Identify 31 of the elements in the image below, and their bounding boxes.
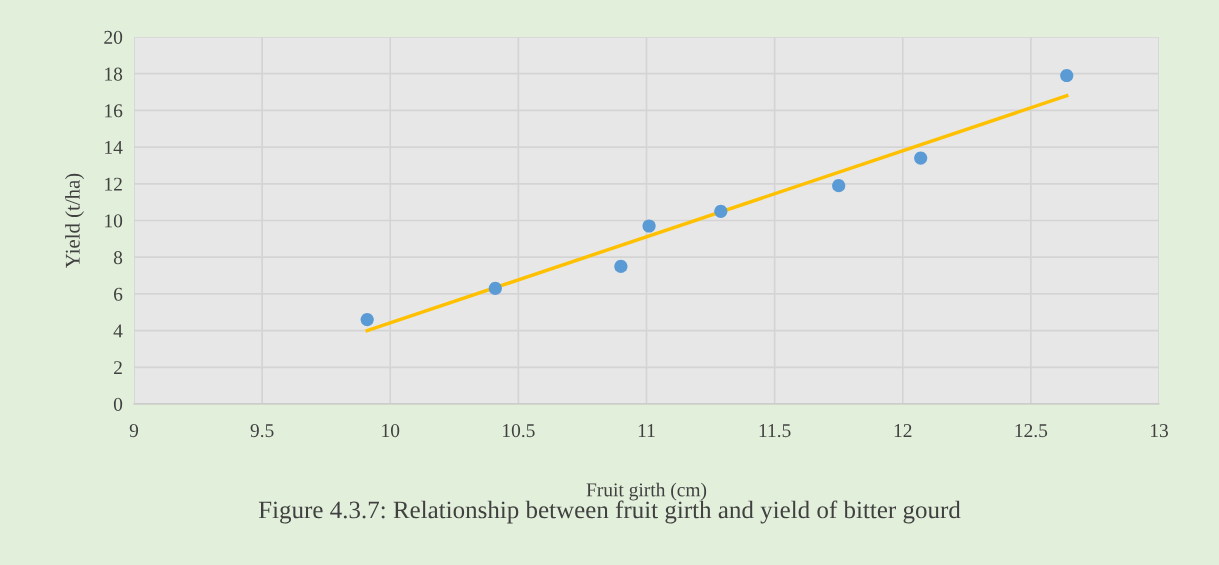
x-tick-label: 10 [382,424,400,438]
point [714,204,728,218]
x-axis-title: Fruit girth (cm) [586,482,707,501]
y-tick-label: 10 [105,214,123,228]
text: Figure 4.3.7: Relationship between fruit girth and yield of bitter gourd [258,500,961,524]
y-tick-label: 12 [105,177,122,191]
x-tick-label: 12 [894,424,912,437]
x-tick-label: 11.5 [759,424,791,438]
y-axis-title: Yield (t/ha) [65,173,84,268]
point [914,151,928,165]
x-tick-label: 11 [638,424,655,437]
y-tick-label: 20 [104,30,123,44]
y-tick-label: 18 [105,67,123,81]
x-tick-label: 9.5 [250,424,274,438]
y-tick-label: 0 [113,397,123,411]
x-tick-label: 9 [129,424,139,438]
y-tick-label: 6 [114,287,123,301]
point [642,219,656,233]
y-tick-label: 2 [114,361,122,375]
point [614,259,628,273]
y-tick-label: 8 [113,251,123,265]
point [360,313,374,327]
y-tick-label: 16 [105,104,123,118]
y-tick-label: 4 [113,324,123,338]
x-tick-label: 10.5 [503,424,535,438]
point [832,179,846,193]
x-tick-label: 13 [1150,424,1168,438]
x-tick-label: 12.5 [1015,424,1048,438]
point [1060,68,1074,83]
y-tick-label: 14 [105,141,123,154]
point [488,281,502,295]
